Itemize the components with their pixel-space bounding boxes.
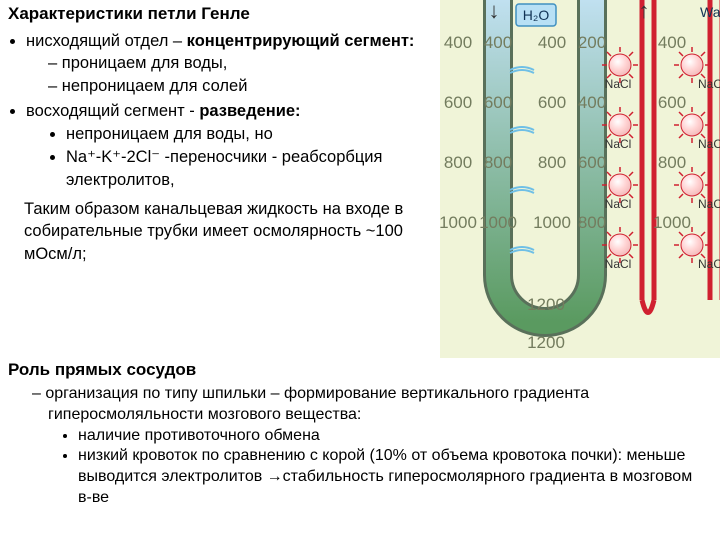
svg-text:Wat: Wat	[700, 4, 720, 20]
svg-text:400: 400	[658, 33, 686, 52]
s1-b1a-bold: концентрирующий сегмент:	[187, 32, 415, 50]
svg-text:NaCl: NaCl	[605, 77, 632, 91]
svg-text:200: 200	[578, 33, 606, 52]
svg-text:800: 800	[538, 153, 566, 172]
svg-text:NaCl: NaCl	[698, 257, 720, 271]
section2-title: Роль прямых сосудов	[8, 360, 710, 380]
svg-text:600: 600	[578, 153, 606, 172]
arrow-up-icon: ↑	[639, 0, 650, 23]
s2-b1: наличие противоточного обмена	[78, 426, 710, 447]
s1-b1a-sub2: непроницаем для солей	[48, 75, 432, 98]
svg-text:NaCl: NaCl	[698, 77, 720, 91]
svg-text:800: 800	[444, 153, 472, 172]
svg-text:NaCl: NaCl	[605, 197, 632, 211]
svg-text:1200: 1200	[527, 333, 565, 352]
svg-text:NaCl: NaCl	[698, 137, 720, 151]
s1-b1b-pre: восходящий сегмент -	[26, 102, 199, 120]
svg-text:1000: 1000	[479, 213, 517, 232]
s1-bullet-ascending: восходящий сегмент - разведение: непрони…	[26, 100, 432, 192]
svg-text:NaCl: NaCl	[605, 257, 632, 271]
svg-text:600: 600	[658, 93, 686, 112]
svg-text:400: 400	[538, 33, 566, 52]
svg-text:600: 600	[484, 93, 512, 112]
svg-text:400: 400	[484, 33, 512, 52]
s2-d1: организация по типу шпильки – формирован…	[48, 384, 710, 509]
svg-text:1000: 1000	[653, 213, 691, 232]
arrow-down-icon: ↓	[489, 0, 500, 23]
svg-text:600: 600	[538, 93, 566, 112]
s1-b1b-sub2: Na⁺-K⁺-2Cl⁻ -переносчики - реабсорбция э…	[66, 146, 432, 192]
s1-b1a-sub1: проницаем для воды,	[48, 52, 432, 75]
s1-b1b-bold: разведение:	[199, 102, 300, 120]
svg-text:400: 400	[444, 33, 472, 52]
svg-text:H₂O: H₂O	[523, 7, 550, 23]
svg-text:NaCl: NaCl	[698, 197, 720, 211]
svg-text:1200: 1200	[527, 295, 565, 314]
svg-text:1000: 1000	[440, 213, 477, 232]
loop-of-henle-diagram: ↓ ↑ H₂O Wat	[440, 0, 720, 358]
svg-text:800: 800	[658, 153, 686, 172]
s1-summary: Таким образом канальцевая жидкость на вх…	[24, 198, 432, 265]
s1-bullet-descending: нисходящий отдел – концентрирующий сегме…	[26, 30, 432, 98]
s1-b1a-pre: нисходящий отдел –	[26, 32, 187, 50]
s1-b1b-sub1: непроницаем для воды, но	[66, 123, 432, 146]
svg-text:NaCl: NaCl	[605, 137, 632, 151]
svg-text:400: 400	[578, 93, 606, 112]
svg-text:800: 800	[578, 213, 606, 232]
svg-text:600: 600	[444, 93, 472, 112]
svg-text:1000: 1000	[533, 213, 571, 232]
s2-b2: низкий кровоток по сравнению с корой (10…	[78, 446, 710, 508]
section1-title: Характеристики петли Генле	[8, 4, 432, 24]
svg-text:800: 800	[484, 153, 512, 172]
